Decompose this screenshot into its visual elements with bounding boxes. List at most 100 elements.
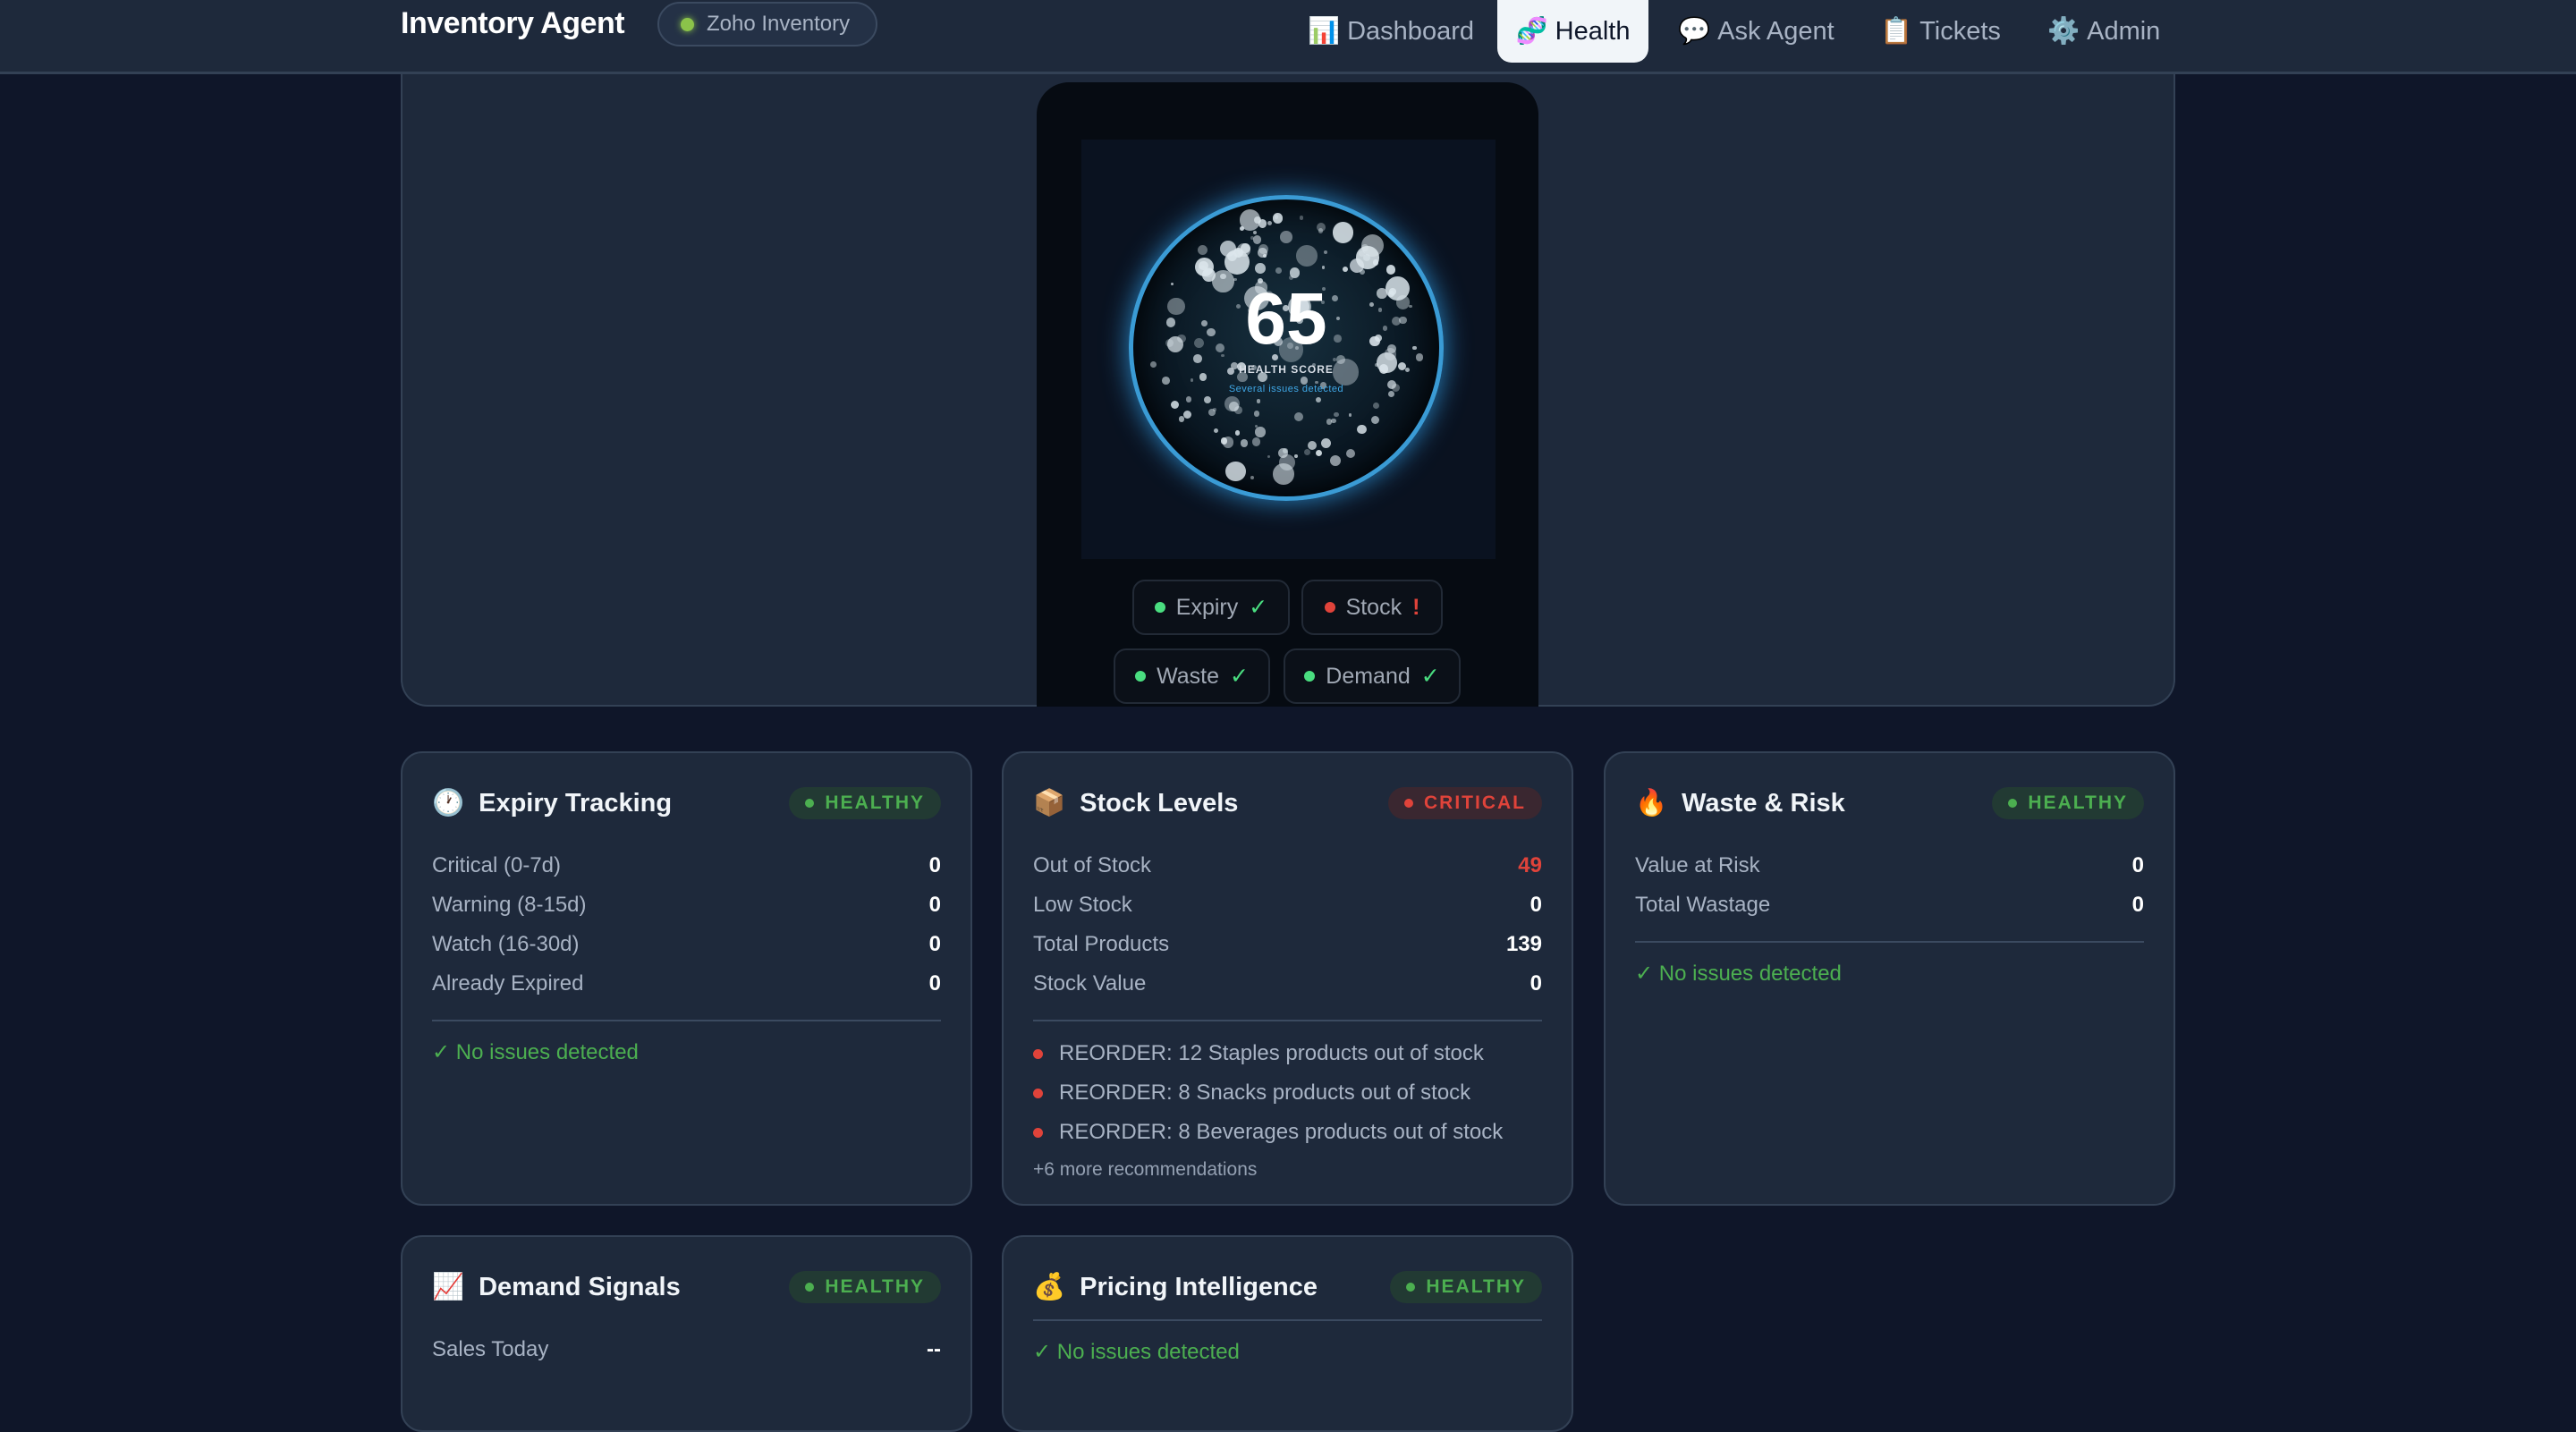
chip-waste[interactable]: Waste ✓ (1114, 648, 1270, 704)
status-text: HEALTHY (1426, 1276, 1526, 1297)
bubble (1254, 281, 1268, 294)
bubble (1295, 316, 1303, 325)
source-label: Zoho Inventory (707, 12, 851, 36)
bubble (1278, 337, 1304, 362)
gear-icon: ⚙️ (2047, 17, 2080, 46)
nav-dashboard[interactable]: 📊 Dashboard (1308, 0, 1474, 63)
bubble (1182, 411, 1192, 419)
metric-label: Out of Stock (1033, 853, 1152, 877)
metric-label: Total Products (1033, 932, 1170, 956)
trend-chart-icon: 📈 (432, 1273, 465, 1301)
chip-label: Expiry (1175, 594, 1239, 620)
more-recommendations[interactable]: +6 more recommendations (1033, 1159, 1258, 1180)
bubble (1369, 302, 1374, 308)
bubble (1374, 362, 1379, 368)
recommendation-text: REORDER: 8 Snacks products out of stock (1059, 1080, 1471, 1105)
chip-label: Demand (1326, 663, 1411, 689)
bubble (1226, 250, 1237, 261)
bubble (1231, 362, 1239, 369)
bubble (1253, 411, 1259, 417)
bubble (1304, 449, 1310, 456)
bubble (1279, 453, 1296, 470)
bubble (1237, 371, 1248, 383)
bubble (1332, 357, 1336, 361)
bubble (1321, 266, 1326, 269)
bubble (1391, 383, 1401, 393)
bubble (1208, 409, 1216, 417)
metric-row: Value at Risk 0 (1635, 846, 2144, 885)
chip-stock[interactable]: Stock! (1301, 580, 1443, 635)
bubble (1323, 250, 1327, 255)
bubble (1201, 268, 1216, 282)
chip-demand[interactable]: Demand ✓ (1284, 648, 1461, 704)
bubble (1399, 316, 1407, 324)
nav-tickets[interactable]: 📋 Tickets (1880, 0, 2001, 63)
no-issues-note: ✓ No issues detected (1635, 961, 1842, 986)
status-text: HEALTHY (825, 1276, 925, 1297)
bullet-icon (1033, 1088, 1043, 1098)
metric-row: Already Expired 0 (432, 964, 941, 1004)
divider (432, 1020, 941, 1021)
bubble (1253, 216, 1261, 225)
bubble (1385, 265, 1396, 275)
no-issues-note: ✓ No issues detected (1033, 1339, 1240, 1364)
check-icon: ✓ (1249, 595, 1268, 620)
recommendation-item: REORDER: 12 Staples products out of stoc… (1033, 1034, 1542, 1073)
status-text: CRITICAL (1424, 792, 1526, 813)
bubble (1166, 297, 1185, 316)
bubble (1226, 367, 1235, 375)
bubble (1252, 235, 1261, 244)
bubble (1237, 362, 1247, 372)
bubble (1240, 438, 1249, 447)
nav-label: Ask Agent (1717, 16, 1835, 46)
bubble (1314, 334, 1319, 338)
bubble (1320, 437, 1331, 448)
bubble (1258, 372, 1267, 383)
bubble (1265, 290, 1273, 299)
nav-admin[interactable]: ⚙️ Admin (2047, 0, 2160, 63)
bubble (1372, 402, 1379, 410)
chip-expiry[interactable]: Expiry ✓ (1132, 580, 1290, 635)
status-text: HEALTHY (2028, 792, 2128, 813)
bubble (1320, 300, 1326, 305)
nav-health[interactable]: 🧬 Health (1497, 0, 1648, 63)
card-stock-levels: 📦 Stock Levels CRITICAL Out of Stock 49 Lo… (1002, 751, 1573, 1206)
bubble (1316, 222, 1326, 233)
clock-icon: 🕐 (432, 789, 465, 818)
bubble (1228, 402, 1240, 412)
card-title: Pricing Intelligence (1080, 1273, 1318, 1301)
bubble (1331, 418, 1336, 424)
recommendation-item: REORDER: 8 Snacks products out of stock (1033, 1073, 1542, 1113)
status-badge: HEALTHY (1390, 1271, 1542, 1303)
metric-value: 0 (928, 971, 941, 996)
bubble (1386, 344, 1396, 353)
bubble (1258, 219, 1267, 228)
bubble (1295, 245, 1318, 267)
bubble (1389, 288, 1396, 295)
metric-value: -- (927, 1337, 941, 1361)
bubble (1377, 307, 1383, 312)
bubble (1220, 437, 1227, 445)
source-badge: Zoho Inventory (657, 2, 877, 47)
bubble (1316, 397, 1322, 403)
metric-label: Watch (16-30d) (432, 932, 580, 956)
bubble (1397, 361, 1407, 371)
bubble (1290, 267, 1301, 278)
bubble (1274, 336, 1284, 346)
bubble (1190, 377, 1194, 382)
status-text: HEALTHY (825, 792, 925, 813)
bubble (1386, 379, 1396, 389)
bubble (1150, 360, 1157, 368)
bubble (1387, 390, 1394, 397)
bubble (1318, 228, 1324, 233)
bubble (1239, 209, 1261, 231)
bubble (1166, 336, 1183, 353)
status-dot-icon (1324, 602, 1335, 613)
nav-ask-agent[interactable]: 💬 Ask Agent (1678, 0, 1835, 63)
bubble (1300, 377, 1309, 386)
chart-icon: 📊 (1308, 17, 1341, 46)
bubble (1280, 231, 1292, 244)
bubble (1321, 318, 1325, 321)
bubble (1370, 415, 1379, 424)
bubble (1239, 226, 1244, 232)
